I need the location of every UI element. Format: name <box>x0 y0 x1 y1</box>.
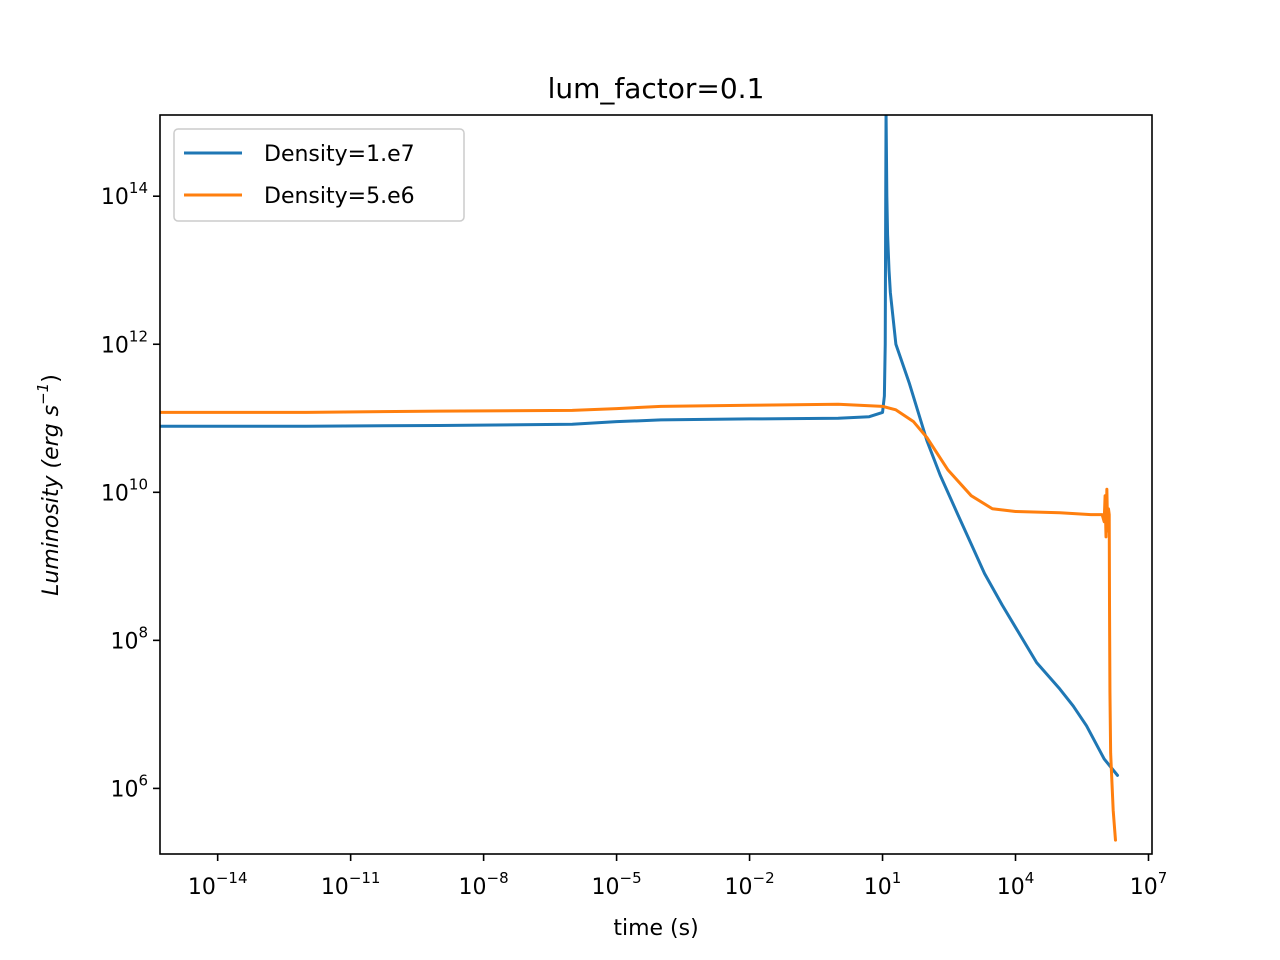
x-tick-base: 10 <box>864 875 892 900</box>
y-tick-base: 10 <box>101 185 129 210</box>
y-tick-label: 1012 <box>101 327 148 358</box>
x-tick-label: 104 <box>997 869 1035 900</box>
x-tick-exponent: −11 <box>349 869 381 887</box>
x-tick-label: 10−14 <box>188 869 248 900</box>
x-axis-ticks: 10−14 10−11 10−8 10−5 10−2 101 104 107 <box>188 854 1167 900</box>
y-axis-label-close: ) <box>39 374 64 383</box>
x-tick-label: 107 <box>1130 869 1168 900</box>
y-tick-base: 10 <box>110 777 138 802</box>
x-tick-exponent: −2 <box>753 869 775 887</box>
legend-label-1: Density=1.e7 <box>264 142 415 167</box>
x-tick-exponent: −5 <box>620 869 642 887</box>
legend-label-2: Density=5.e6 <box>264 184 415 209</box>
x-tick-exponent: 7 <box>1158 869 1168 887</box>
y-tick-label: 1010 <box>101 475 148 506</box>
x-tick-base: 10 <box>592 875 620 900</box>
x-tick-label: 10−11 <box>321 869 381 900</box>
x-tick-label: 101 <box>864 869 902 900</box>
series-line-1 <box>160 115 1120 777</box>
series-group <box>160 115 1120 842</box>
legend-box <box>173 128 465 222</box>
y-tick-label: 106 <box>110 771 148 802</box>
y-tick-base: 10 <box>101 481 129 506</box>
x-tick-exponent: −14 <box>216 869 248 887</box>
plot-frame <box>159 114 1153 855</box>
x-tick-base: 10 <box>725 875 753 900</box>
y-tick-base: 10 <box>110 629 138 654</box>
x-tick-base: 10 <box>1130 875 1158 900</box>
y-tick-exponent: 12 <box>129 327 148 345</box>
y-tick-label: 1014 <box>101 179 148 210</box>
x-tick-base: 10 <box>188 875 216 900</box>
y-tick-exponent: 6 <box>138 771 148 789</box>
x-tick-exponent: 1 <box>892 869 902 887</box>
y-tick-exponent: 14 <box>129 179 148 197</box>
y-tick-base: 10 <box>101 333 129 358</box>
y-tick-exponent: 8 <box>138 623 148 641</box>
y-axis-label-main: Luminosity (erg s <box>39 405 64 596</box>
x-tick-exponent: −8 <box>487 869 509 887</box>
legend: Density=1.e7 Density=5.e6 <box>173 128 465 222</box>
x-axis-label: time (s) <box>613 916 698 941</box>
x-tick-exponent: 4 <box>1025 869 1035 887</box>
x-tick-base: 10 <box>459 875 487 900</box>
y-axis-label-sup: −1 <box>34 383 52 405</box>
x-tick-label: 10−2 <box>725 869 775 900</box>
x-tick-label: 10−8 <box>459 869 509 900</box>
plot-area <box>159 114 1153 855</box>
x-tick-base: 10 <box>321 875 349 900</box>
y-tick-exponent: 10 <box>129 475 148 493</box>
x-tick-label: 10−5 <box>592 869 642 900</box>
chart-title: lum_factor=0.1 <box>548 72 765 105</box>
y-tick-label: 108 <box>110 623 148 654</box>
y-axis-label: Luminosity (erg s−1) <box>34 374 64 596</box>
series-line-2 <box>160 402 1117 842</box>
x-tick-base: 10 <box>997 875 1025 900</box>
